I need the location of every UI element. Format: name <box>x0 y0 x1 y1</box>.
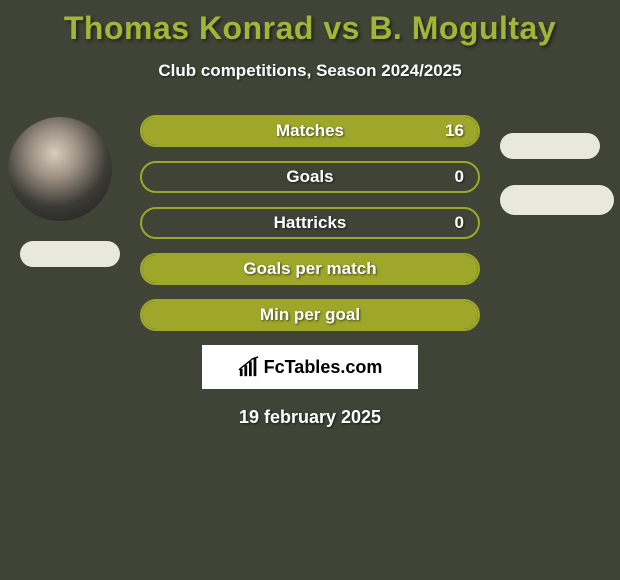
bar-label: Min per goal <box>142 305 478 325</box>
bar-goals: Goals 0 <box>140 161 480 193</box>
bar-value: 16 <box>445 121 464 141</box>
bar-label: Hattricks <box>142 213 478 233</box>
brand-text: FcTables.com <box>264 357 383 378</box>
brand-box: FcTables.com <box>202 345 418 389</box>
bar-label: Goals per match <box>142 259 478 279</box>
barchart-icon <box>238 356 260 378</box>
bar-label: Matches <box>142 121 478 141</box>
bar-value: 0 <box>455 213 464 233</box>
bar-goals-per-match: Goals per match <box>140 253 480 285</box>
bar-matches: Matches 16 <box>140 115 480 147</box>
comparison-content: Matches 16 Goals 0 Hattricks 0 Goals per… <box>0 115 620 428</box>
bar-label: Goals <box>142 167 478 187</box>
bar-value: 0 <box>455 167 464 187</box>
stat-bars: Matches 16 Goals 0 Hattricks 0 Goals per… <box>140 115 480 331</box>
right-stat-pill-1 <box>500 133 600 159</box>
page-subtitle: Club competitions, Season 2024/2025 <box>0 61 620 81</box>
player-avatar <box>8 117 112 221</box>
left-stat-pill <box>20 241 120 267</box>
bar-hattricks: Hattricks 0 <box>140 207 480 239</box>
footer-date: 19 february 2025 <box>0 407 620 428</box>
bar-min-per-goal: Min per goal <box>140 299 480 331</box>
right-stat-pill-2 <box>500 185 614 215</box>
page-title: Thomas Konrad vs B. Mogultay <box>0 0 620 47</box>
